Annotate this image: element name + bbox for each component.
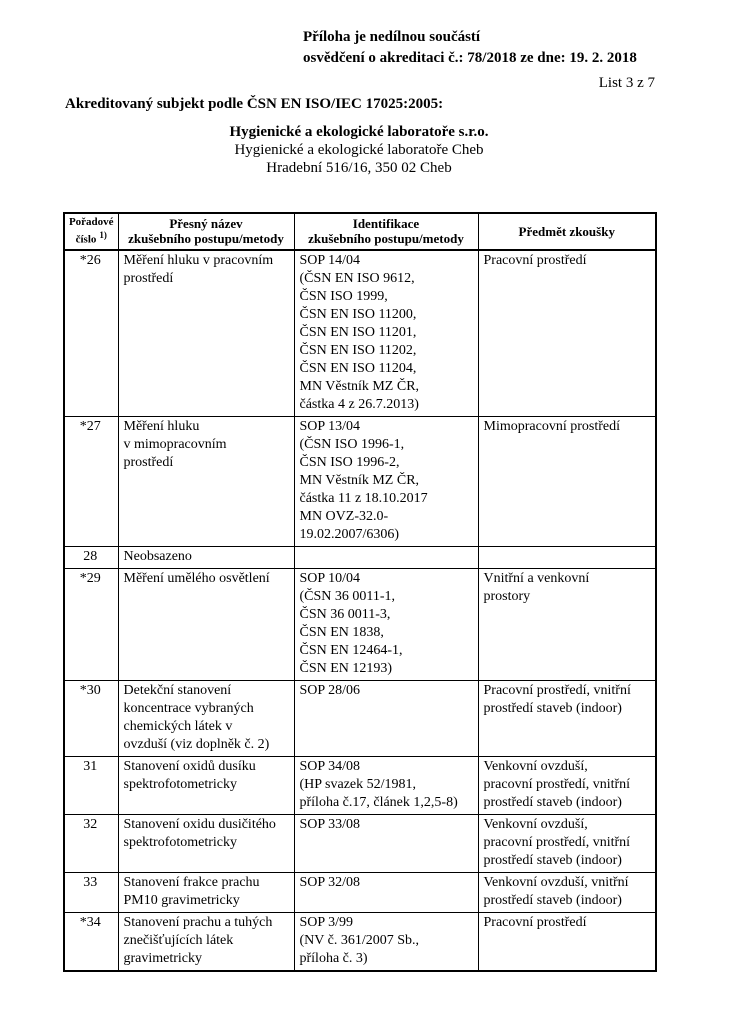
row-method-name: Stanovení frakce prachu PM10 gravimetric… <box>117 871 295 913</box>
row-method-identification: SOP 34/08 (HP svazek 52/1981, příloha č.… <box>293 755 479 815</box>
row-method-name: Stanovení oxidu dusičitého spektrofotome… <box>117 813 295 873</box>
test-methods-table: Pořadové číslo 1) Přesný název zkušebního… <box>63 212 657 972</box>
org-branch: Hygienické a ekologické laboratoře Cheb <box>234 142 484 158</box>
row-serial-number: *30 <box>63 679 119 757</box>
column-header-method-name: Přesný název zkušebního postupu/metody <box>117 212 295 251</box>
row-method-identification <box>293 545 479 569</box>
column-header-test-subject: Předmět zkoušky <box>477 212 657 251</box>
row-method-identification: SOP 13/04 (ČSN ISO 1996-1, ČSN ISO 1996-… <box>293 415 479 547</box>
row-test-subject: Venkovní ovzduší, pracovní prostředí, vn… <box>477 755 657 815</box>
table-row: *30 Detekční stanovení koncentrace vybran… <box>63 679 657 757</box>
row-test-subject: Vnitřní a venkovní prostory <box>477 567 657 681</box>
row-serial-number: *27 <box>63 415 119 547</box>
row-test-subject: Pracovní prostředí <box>477 249 657 417</box>
attachment-note: Příloha je nedílnou součástí osvědčení o… <box>303 29 637 66</box>
row-method-name: Měření hluku v mimopracovním prostředí <box>117 415 295 547</box>
sheet-number: List 3 z 7 <box>598 75 655 91</box>
document-page: { "header": { "attachment_note": "Příloh… <box>0 27 729 1014</box>
row-method-name: Neobsazeno <box>117 545 295 569</box>
column-header-serial-number-label: Pořadové číslo <box>68 216 114 246</box>
row-serial-number: *29 <box>63 567 119 681</box>
row-test-subject: Pracovní prostředí, vnitřní prostředí st… <box>477 679 657 757</box>
row-serial-number: 32 <box>63 813 119 873</box>
row-test-subject <box>477 545 657 569</box>
column-header-serial-number: Pořadové číslo 1) <box>63 212 119 251</box>
row-method-name: Stanovení oxidů dusíku spektrofotometric… <box>117 755 295 815</box>
column-header-method-identification: Identifikace zkušebního postupu/metody <box>293 212 479 251</box>
row-test-subject: Venkovní ovzduší, pracovní prostředí, vn… <box>477 813 657 873</box>
row-method-identification: SOP 14/04 (ČSN EN ISO 9612, ČSN ISO 1999… <box>293 249 479 417</box>
table-row: *34 Stanovení prachu a tuhých znečišťujíc… <box>63 911 657 972</box>
row-serial-number: 28 <box>63 545 119 569</box>
table-row: *27 Měření hluku v mimopracovním prostřed… <box>63 415 657 547</box>
table-row: 33 Stanovení frakce prachu PM10 gravimetr… <box>63 871 657 913</box>
row-method-name: Měření hluku v pracovním prostředí <box>117 249 295 417</box>
table-row: *26 Měření hluku v pracovním prostředí SOP… <box>63 249 657 417</box>
subject-heading: Akreditovaný subjekt podle ČSN EN ISO/IE… <box>65 96 444 112</box>
row-serial-number: *26 <box>63 249 119 417</box>
row-serial-number: *34 <box>63 911 119 972</box>
row-method-name: Stanovení prachu a tuhých znečišťujících… <box>117 911 295 972</box>
row-test-subject: Mimopracovní prostředí <box>477 415 657 547</box>
row-serial-number: 31 <box>63 755 119 815</box>
row-test-subject: Pracovní prostředí <box>477 911 657 972</box>
row-test-subject: Venkovní ovzduší, vnitřní prostředí stav… <box>477 871 657 913</box>
organization-block: Hygienické a ekologické laboratoře s.r.o… <box>63 123 655 177</box>
row-method-identification: SOP 28/06 <box>293 679 479 757</box>
row-method-identification: SOP 33/08 <box>293 813 479 873</box>
row-method-identification: SOP 10/04 (ČSN 36 0011-1, ČSN 36 0011-3,… <box>293 567 479 681</box>
row-serial-number: 33 <box>63 871 119 913</box>
table-row: 31 Stanovení oxidů dusíku spektrofotometr… <box>63 755 657 815</box>
row-method-identification: SOP 32/08 <box>293 871 479 913</box>
table-body: *26 Měření hluku v pracovním prostředí SOP… <box>63 249 657 972</box>
table-row: 28 Neobsazeno <box>63 545 657 569</box>
row-method-name: Měření umělého osvětlení <box>117 567 295 681</box>
column-header-footnote-marker: 1) <box>99 230 107 240</box>
table-row: 32 Stanovení oxidu dusičitého spektrofoto… <box>63 813 657 873</box>
row-method-name: Detekční stanovení koncentrace vybraných… <box>117 679 295 757</box>
row-method-identification: SOP 3/99 (NV č. 361/2007 Sb., příloha č.… <box>293 911 479 972</box>
table-row: *29 Měření umělého osvětlení SOP 10/04 (ČS… <box>63 567 657 681</box>
table-header-row: Pořadové číslo 1) Přesný název zkušebního… <box>63 212 657 251</box>
org-name: Hygienické a ekologické laboratoře s.r.o… <box>229 124 489 140</box>
org-address: Hradební 516/16, 350 02 Cheb <box>266 160 452 176</box>
